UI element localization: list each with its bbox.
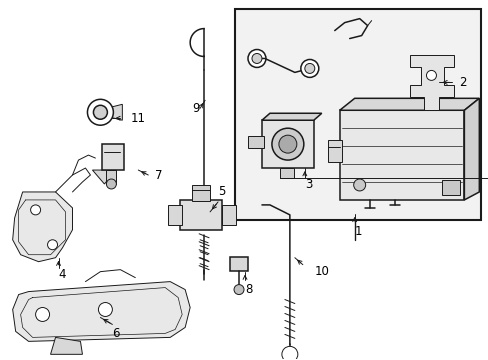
Circle shape [271, 128, 303, 160]
Text: 11: 11 [130, 112, 145, 125]
Bar [180, 200, 222, 230]
Polygon shape [13, 192, 72, 262]
Text: 7: 7 [155, 168, 163, 181]
Circle shape [234, 285, 244, 294]
Circle shape [300, 59, 318, 77]
Circle shape [93, 105, 107, 119]
Circle shape [426, 71, 436, 80]
Polygon shape [262, 113, 321, 120]
Circle shape [87, 99, 113, 125]
Text: 4: 4 [59, 268, 66, 281]
Bar [235, 9, 480, 220]
Circle shape [106, 179, 116, 189]
Bar [102, 144, 124, 170]
Polygon shape [13, 282, 190, 341]
Text: 5: 5 [218, 185, 225, 198]
Polygon shape [50, 337, 82, 354]
Polygon shape [262, 120, 313, 168]
Circle shape [36, 307, 49, 321]
Bar [229, 257, 247, 271]
Circle shape [247, 50, 265, 67]
Circle shape [304, 63, 314, 73]
Bar [247, 136, 264, 148]
Bar [442, 180, 459, 195]
Bar [192, 185, 210, 201]
Polygon shape [464, 98, 478, 200]
Polygon shape [110, 104, 122, 120]
Circle shape [251, 54, 262, 63]
Circle shape [31, 205, 41, 215]
Circle shape [278, 135, 296, 153]
Text: 2: 2 [458, 76, 466, 89]
Text: 10: 10 [314, 265, 329, 278]
Bar [327, 140, 341, 162]
Text: 9: 9 [192, 102, 199, 115]
Text: 6: 6 [112, 327, 120, 340]
Polygon shape [408, 55, 453, 110]
Circle shape [353, 179, 365, 191]
Polygon shape [339, 110, 464, 200]
Text: 1: 1 [354, 225, 362, 238]
Bar [168, 205, 182, 225]
Bar [106, 170, 116, 184]
Circle shape [98, 302, 112, 316]
Circle shape [281, 346, 297, 360]
Bar [279, 168, 293, 178]
Text: 8: 8 [244, 283, 252, 296]
Polygon shape [339, 98, 478, 110]
Text: 3: 3 [304, 179, 311, 192]
Circle shape [47, 240, 58, 250]
Bar [222, 205, 236, 225]
Polygon shape [92, 170, 116, 184]
